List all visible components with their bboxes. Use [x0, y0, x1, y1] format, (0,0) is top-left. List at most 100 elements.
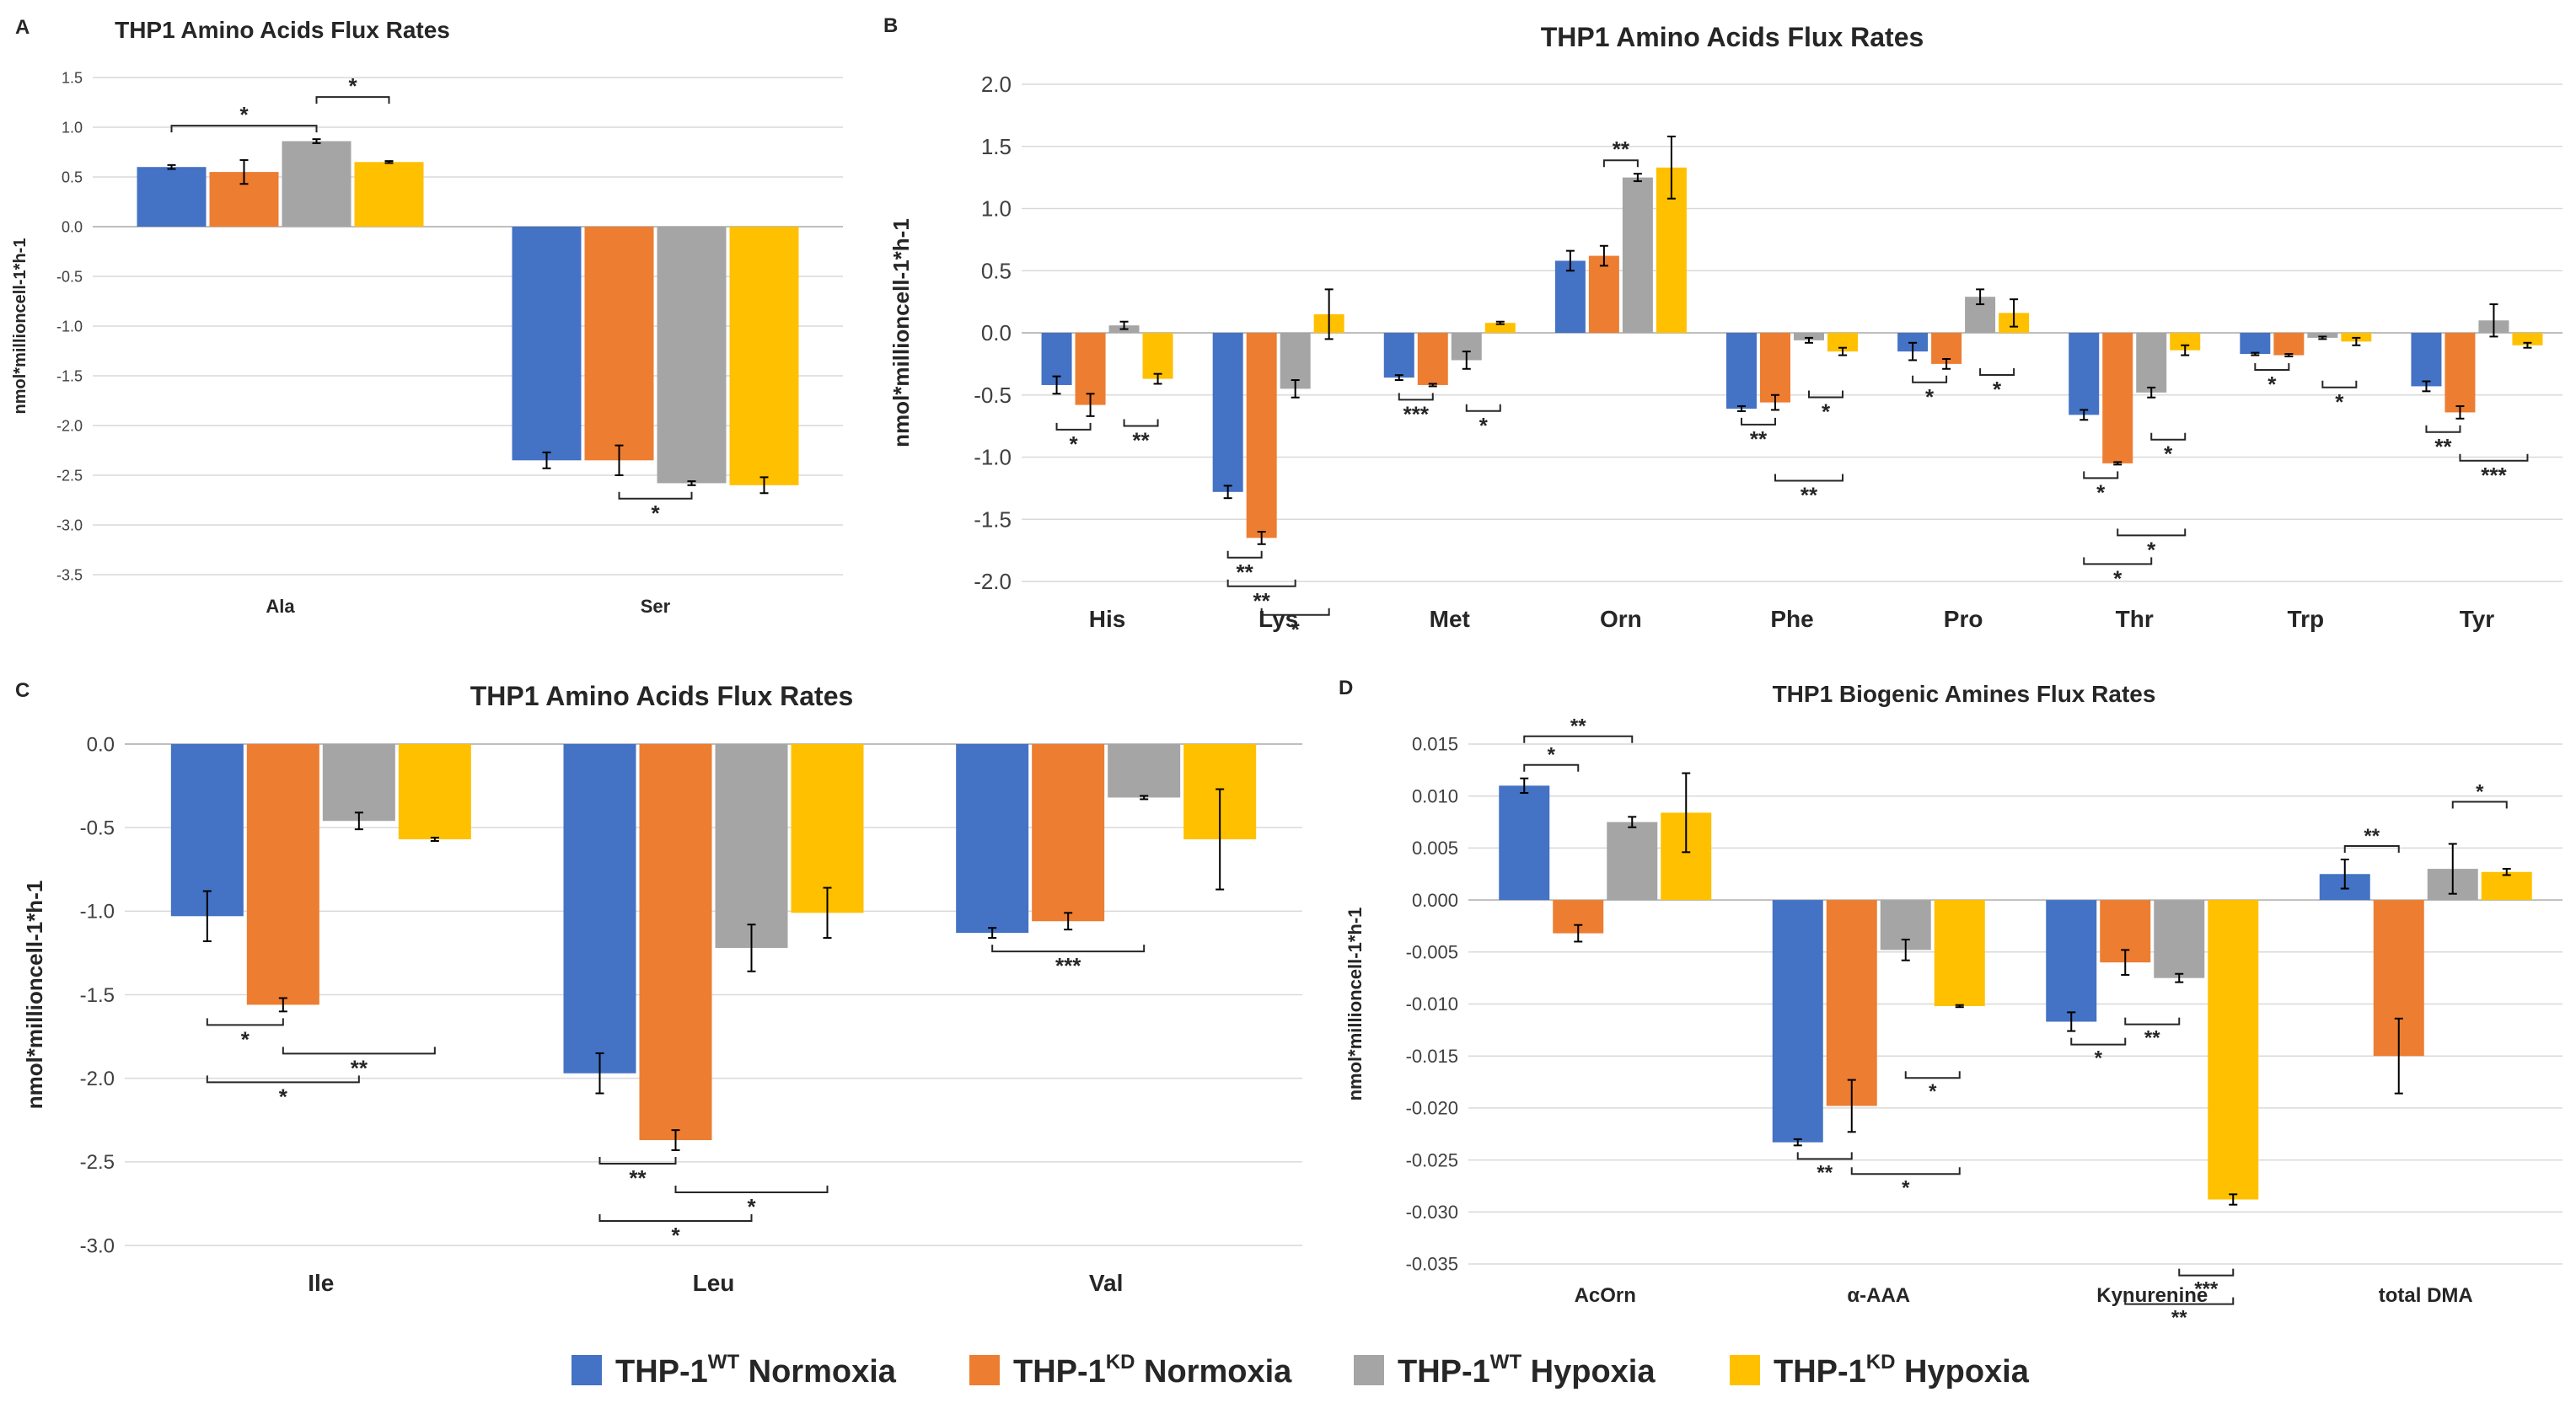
bar-kd-hypoxia-ile [398, 744, 471, 840]
y-tick-label: 1.0 [981, 196, 1012, 222]
legend-suffix: Normoxia [1135, 1354, 1292, 1390]
significance-bracket [1398, 393, 1434, 401]
significance-bracket [206, 1075, 360, 1084]
bar-kd-hypoxia-met [1484, 323, 1516, 333]
legend-suffix: Hypoxia [1521, 1354, 1656, 1390]
bar-wt-hypoxia-ala [282, 141, 352, 227]
significance-label: ** [2144, 1027, 2160, 1050]
significance-bracket [2321, 380, 2358, 388]
significance-label: * [1069, 431, 1078, 457]
y-tick-label: 0.010 [1412, 785, 1458, 806]
significance-label: * [2096, 479, 2106, 505]
significance-bracket [1904, 1071, 1961, 1079]
bar-kd-normoxia-ile [246, 744, 319, 1005]
significance-bracket [1808, 390, 1843, 399]
panel-letter: D [1339, 677, 1353, 699]
significance-label: ** [1570, 715, 1586, 738]
bar-kd-normoxia-phe [1760, 333, 1790, 403]
significance-bracket [2254, 363, 2290, 372]
significance-label: * [1479, 413, 1489, 438]
bar-wt-normoxia-kynurenine [2046, 900, 2097, 1022]
bar-wt-normoxia-orn [1554, 260, 1586, 333]
significance-label: * [671, 1223, 680, 1248]
significance-bracket [2451, 801, 2508, 809]
y-tick-label: 0.015 [1412, 734, 1458, 755]
significance-label: ** [1613, 137, 1630, 162]
legend-swatch-wt-hypoxia [1354, 1355, 1384, 1385]
significance-label: *** [2194, 1278, 2219, 1301]
significance-label: * [1929, 1080, 1937, 1103]
y-tick-label: 0.005 [1412, 838, 1458, 859]
significance-bracket [2124, 1017, 2181, 1025]
significance-label: ** [629, 1165, 647, 1191]
legend-sup: WT [708, 1351, 740, 1374]
significance-bracket [1850, 1167, 1961, 1175]
chart-title: THP1 Amino Acids Flux Rates [1541, 22, 1924, 52]
bar-wt-normoxia--aaa [1772, 900, 1823, 1143]
y-tick-label: 0.5 [981, 258, 1012, 283]
legend-prefix: THP-1 [615, 1354, 708, 1390]
significance-label: * [1822, 399, 1831, 425]
significance-label: ** [2434, 434, 2452, 459]
significance-bracket [315, 96, 390, 104]
bar-kd-hypoxia--aaa [1934, 900, 1985, 1006]
significance-bracket [1260, 608, 1330, 616]
y-tick-label: -0.5 [974, 383, 1012, 408]
bar-wt-hypoxia-ile [322, 744, 395, 822]
x-tick-label: Tyr [2460, 606, 2495, 632]
bar-wt-normoxia-acorn [1499, 785, 1550, 901]
y-tick-label: -1.5 [56, 367, 83, 384]
significance-bracket [598, 1213, 753, 1222]
bar-wt-hypoxia-kynurenine [2154, 900, 2205, 978]
y-tick-label: 1.5 [981, 134, 1012, 159]
significance-bracket [282, 1047, 436, 1055]
significance-label: * [2147, 537, 2156, 562]
bar-kd-hypoxia-kynurenine [2208, 900, 2259, 1200]
significance-label: ** [2171, 1307, 2187, 1330]
significance-label: * [1925, 384, 1935, 410]
x-tick-label: Kynurenine [2096, 1284, 2208, 1307]
x-tick-label: α-AAA [1847, 1284, 1910, 1307]
x-tick-label: Leu [693, 1270, 735, 1296]
significance-bracket [206, 1018, 284, 1026]
significance-bracket [2117, 528, 2187, 537]
legend-prefix: THP-1 [1013, 1354, 1106, 1390]
bar-kd-normoxia-ser [584, 227, 654, 461]
significance-bracket [674, 1185, 829, 1193]
bar-kd-normoxia-leu [639, 744, 712, 1141]
bar-kd-normoxia-met [1417, 333, 1448, 385]
significance-bracket [1741, 417, 1776, 426]
x-tick-label: Thr [2116, 606, 2154, 632]
bar-kd-hypoxia-ser [729, 227, 799, 485]
y-tick-label: -1.5 [80, 984, 115, 1007]
bar-kd-hypoxia-tyr [2512, 333, 2543, 345]
x-tick-label: Val [1089, 1270, 1123, 1296]
significance-label: * [348, 73, 357, 99]
y-axis-label: nmol*millioncell-1*h-1 [1344, 908, 1366, 1101]
significance-label: ** [1237, 560, 1254, 585]
panel-c: C THP1 Amino Acids Flux Rates nmol*million… [15, 679, 1302, 1296]
significance-label: * [279, 1084, 288, 1109]
bar-kd-normoxia-tyr [2445, 333, 2476, 413]
significance-bracket [1465, 404, 1501, 412]
significance-bracket [2150, 432, 2187, 441]
significance-label: * [2095, 1047, 2103, 1070]
significance-label: ** [1817, 1161, 1833, 1184]
legend-prefix: THP-1 [1774, 1354, 1866, 1390]
x-tick-label: Orn [1600, 606, 1642, 632]
y-tick-label: -3.5 [56, 566, 83, 583]
legend-swatch-kd-normoxia [969, 1355, 1000, 1385]
bar-wt-hypoxia-leu [715, 744, 788, 948]
bar-kd-normoxia-trp [2273, 333, 2305, 356]
panel-letter: A [15, 16, 30, 39]
legend-label-kd-hypoxia: THP-1KD Hypoxia [1774, 1351, 2030, 1390]
significance-label: *** [2481, 463, 2507, 488]
legend-sup: KD [1866, 1351, 1896, 1374]
chart-title: THP1 Biogenic Amines Flux Rates [1773, 681, 2156, 707]
significance-bracket [991, 945, 1146, 953]
significance-bracket [1523, 735, 1634, 743]
y-tick-label: -0.035 [1406, 1254, 1458, 1275]
significance-bracket [1602, 159, 1639, 168]
bar-wt-hypoxia-val [1108, 744, 1181, 798]
